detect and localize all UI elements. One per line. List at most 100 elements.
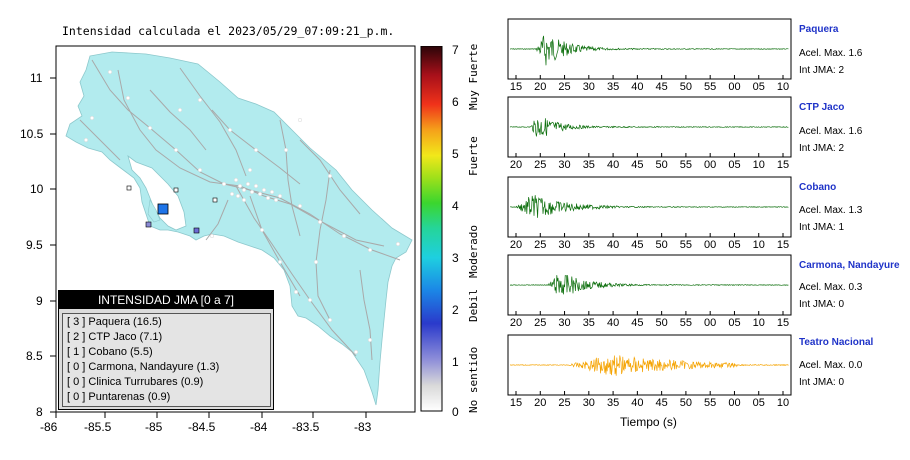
waveform-tick-label: 30 xyxy=(558,159,571,171)
waveform-tick-label: 20 xyxy=(509,239,523,251)
lat-tick: 10.5 xyxy=(20,127,44,141)
scale-value: 1 xyxy=(452,355,459,369)
marker-turrubares xyxy=(212,197,218,203)
intensity-legend: INTENSIDAD JMA [0 a 7] [ 3 ] Paquera (16… xyxy=(58,290,274,410)
waveform-tick-label: 35 xyxy=(582,239,595,251)
marker-cobano xyxy=(145,221,152,228)
waveform-tick-label: 25 xyxy=(534,317,547,329)
waveform-tick-label: 15 xyxy=(776,317,790,329)
lon-tick: -85.5 xyxy=(84,420,112,434)
scale-value: 3 xyxy=(452,251,459,265)
station-intensity: Int JMA: 0 xyxy=(799,299,845,310)
station-name: Cobano xyxy=(799,182,837,193)
legend-title: INTENSIDAD JMA [0 a 7] xyxy=(59,291,273,309)
waveform-tick-label: 10 xyxy=(752,159,765,171)
waveform-tick-label: 10 xyxy=(752,317,765,329)
waveform-tick-label: 50 xyxy=(655,317,668,329)
waveform-tick-label: 35 xyxy=(606,397,620,409)
waveform-tick-label: 15 xyxy=(776,159,790,171)
waveform-tick-label: 00 xyxy=(728,397,741,409)
waveform-tick-label: 10 xyxy=(776,397,790,409)
waveform-tick-label: 00 xyxy=(704,317,717,329)
waveform-tick-label: 30 xyxy=(582,397,595,409)
legend-list: [ 3 ] Paquera (16.5) [ 2 ] CTP Jaco (7.1… xyxy=(62,313,271,407)
waveform-tick-label: 50 xyxy=(655,239,668,251)
waveform-tick-label: 35 xyxy=(582,317,595,329)
waveform-tick-label: 25 xyxy=(534,239,547,251)
waveform-tick-label: 05 xyxy=(752,397,765,409)
station-acceleration: Acel. Max. 1.6 xyxy=(799,48,863,59)
waveform-tick-label: 55 xyxy=(679,317,693,329)
waveform-tick-label: 25 xyxy=(558,81,571,93)
lat-tick: 10 xyxy=(30,182,44,196)
waveform-tick-label: 50 xyxy=(679,397,693,409)
scale-value: 4 xyxy=(452,199,459,213)
waveform-tick-label: 05 xyxy=(728,239,741,251)
map-title: Intensidad calculada el 2023/05/29_07:09… xyxy=(62,24,395,38)
station-intensity: Int JMA: 2 xyxy=(799,143,845,154)
marker-puntarenas xyxy=(173,187,179,193)
lat-tick: 8 xyxy=(36,405,43,419)
station-intensity: Int JMA: 1 xyxy=(799,222,845,233)
waveform-tick-label: 45 xyxy=(631,239,644,251)
lon-tick: -86 xyxy=(40,420,58,434)
waveform-tick-label: 30 xyxy=(582,81,595,93)
scale-value: 5 xyxy=(452,147,459,161)
lat-tick: 11 xyxy=(30,71,43,85)
waveform-tick-label: 15 xyxy=(776,239,790,251)
waveform-tick-label: 40 xyxy=(606,159,620,171)
station-acceleration: Acel. Max. 1.3 xyxy=(799,205,863,216)
station-intensity: Int JMA: 0 xyxy=(799,377,845,388)
waveform-trace xyxy=(510,35,789,66)
waveform-trace xyxy=(509,118,789,137)
waveform-tick-label: 40 xyxy=(606,239,620,251)
waveform-tick-label: 00 xyxy=(704,159,717,171)
scale-value: 0 xyxy=(452,405,459,419)
waveform-tick-label: 55 xyxy=(704,397,717,409)
waveform-tick-label: 50 xyxy=(679,81,693,93)
waveform-tick-label: 15 xyxy=(509,81,523,93)
waveform-tick-label: 05 xyxy=(752,81,765,93)
lon-tick: -84 xyxy=(250,420,268,434)
waveform-trace xyxy=(509,355,789,376)
legend-row: [ 0 ] Puntarenas (0.9) xyxy=(67,391,171,403)
legend-row: [ 0 ] Carmona, Nandayure (1.3) xyxy=(67,361,220,373)
lon-tick: -83 xyxy=(354,420,372,434)
legend-row: [ 2 ] CTP Jaco (7.1) xyxy=(67,331,163,343)
lat-tick: 8.5 xyxy=(26,349,43,363)
station-dots xyxy=(83,69,401,355)
waveform-tick-label: 25 xyxy=(534,159,547,171)
waveform-tick-label: 55 xyxy=(679,159,693,171)
waveform-tick-label: 45 xyxy=(631,317,644,329)
waveform-tick-label: 45 xyxy=(631,159,644,171)
station-intensity: Int JMA: 2 xyxy=(799,65,845,76)
waveform-tick-label: 05 xyxy=(728,159,741,171)
waveform-tick-label: 40 xyxy=(631,81,644,93)
legend-row: [ 0 ] Clinica Turrubares (0.9) xyxy=(67,376,204,388)
waveform-tick-label: 30 xyxy=(558,239,571,251)
waveform-tick-label: 45 xyxy=(655,397,668,409)
waveform-tick-label: 35 xyxy=(606,81,620,93)
scale-value: 2 xyxy=(452,303,459,317)
waveform-tick-label: 15 xyxy=(509,397,523,409)
legend-row: [ 3 ] Paquera (16.5) xyxy=(67,316,162,328)
lat-tick: 9.5 xyxy=(26,238,43,252)
waveform-tick-label: 05 xyxy=(728,317,741,329)
station-acceleration: Acel. Max. 0.0 xyxy=(799,360,863,371)
waveform-tick-label: 20 xyxy=(534,397,547,409)
waveform-tick-label: 40 xyxy=(631,397,644,409)
marker-carmona xyxy=(126,185,132,191)
waveform-tick-label: 10 xyxy=(776,81,790,93)
marker-paquera xyxy=(157,203,169,215)
waveform-tick-label: 00 xyxy=(728,81,741,93)
lon-tick: -84.5 xyxy=(188,420,216,434)
waveform-trace xyxy=(509,275,789,295)
station-name: Carmona, Nandayure xyxy=(799,260,900,271)
waveform-tick-label: 20 xyxy=(509,317,523,329)
station-name: Teatro Nacional xyxy=(799,337,874,348)
scale-value: 6 xyxy=(452,95,459,109)
station-acceleration: Acel. Max. 0.3 xyxy=(799,282,863,293)
waveform-tick-label: 40 xyxy=(606,317,620,329)
waveform-tick-label: 35 xyxy=(582,159,595,171)
